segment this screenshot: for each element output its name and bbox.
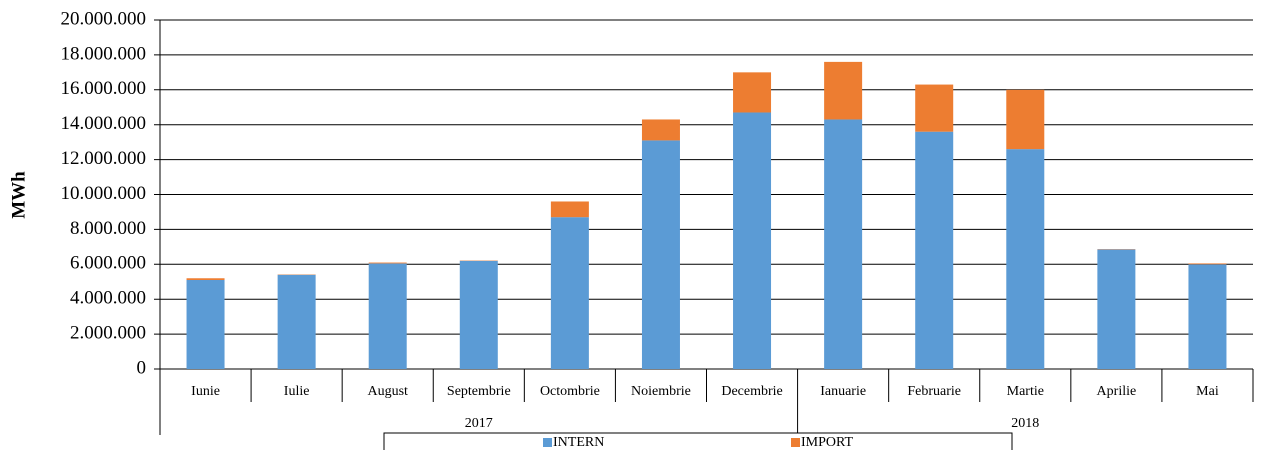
- legend-swatch: [791, 438, 800, 447]
- x-tick-label: Iunie: [191, 384, 220, 399]
- bar-segment: [915, 84, 954, 132]
- x-tick-label: Februarie: [907, 384, 961, 399]
- bar-segment: [733, 72, 772, 113]
- group-label: 2017: [465, 416, 493, 431]
- legend-swatch: [543, 438, 552, 447]
- bar-segment: [368, 262, 407, 264]
- x-tick-label: August: [367, 384, 408, 399]
- legend-label: IMPORT: [801, 435, 854, 450]
- y-axis-label: MWh: [8, 171, 29, 219]
- y-tick-label: 2.000.000: [70, 322, 146, 343]
- bar-segment: [550, 201, 589, 218]
- legend-box: [383, 432, 1013, 450]
- x-tick-label: Mai: [1196, 384, 1219, 399]
- bar-segment: [1188, 263, 1227, 265]
- legend-label: INTERN: [553, 435, 604, 450]
- bar-segment: [1097, 249, 1136, 369]
- bar-segment: [1006, 149, 1045, 369]
- y-tick-label: 12.000.000: [61, 148, 147, 169]
- y-tick-label: 10.000.000: [61, 183, 147, 204]
- bar-segment: [459, 260, 498, 369]
- bar-segment: [641, 140, 680, 369]
- y-tick-label: 20.000.000: [61, 8, 147, 29]
- bar-segment: [1188, 264, 1227, 369]
- bar-segment: [915, 131, 954, 369]
- y-tick-label: 4.000.000: [70, 288, 146, 309]
- x-tick-label: Noiembrie: [631, 384, 691, 399]
- y-tick-label: 16.000.000: [61, 78, 147, 99]
- bar-segment: [641, 119, 680, 141]
- x-tick-label: Ianuarie: [820, 384, 866, 399]
- x-tick-label: Martie: [1007, 384, 1044, 399]
- y-tick-label: 6.000.000: [70, 253, 146, 274]
- bar-segment: [733, 112, 772, 370]
- bar-segment: [824, 61, 863, 120]
- bar-segment: [277, 274, 316, 369]
- bar-segment: [1006, 89, 1045, 150]
- bar-segment: [824, 119, 863, 369]
- bar-segment: [186, 278, 225, 281]
- bar-segment: [186, 280, 225, 369]
- x-tick-label: Septembrie: [447, 384, 511, 399]
- y-tick-label: 18.000.000: [61, 43, 147, 64]
- x-tick-label: Octombrie: [540, 384, 600, 399]
- bar-segment: [368, 263, 407, 369]
- x-tick-label: Iulie: [284, 384, 310, 399]
- group-label: 2018: [1011, 416, 1039, 431]
- x-tick-label: Aprilie: [1097, 384, 1137, 399]
- y-tick-label: 0: [137, 357, 147, 378]
- bar-segment: [550, 217, 589, 369]
- y-tick-label: 14.000.000: [61, 113, 147, 134]
- x-tick-label: Decembrie: [721, 384, 782, 399]
- y-tick-label: 8.000.000: [70, 218, 146, 239]
